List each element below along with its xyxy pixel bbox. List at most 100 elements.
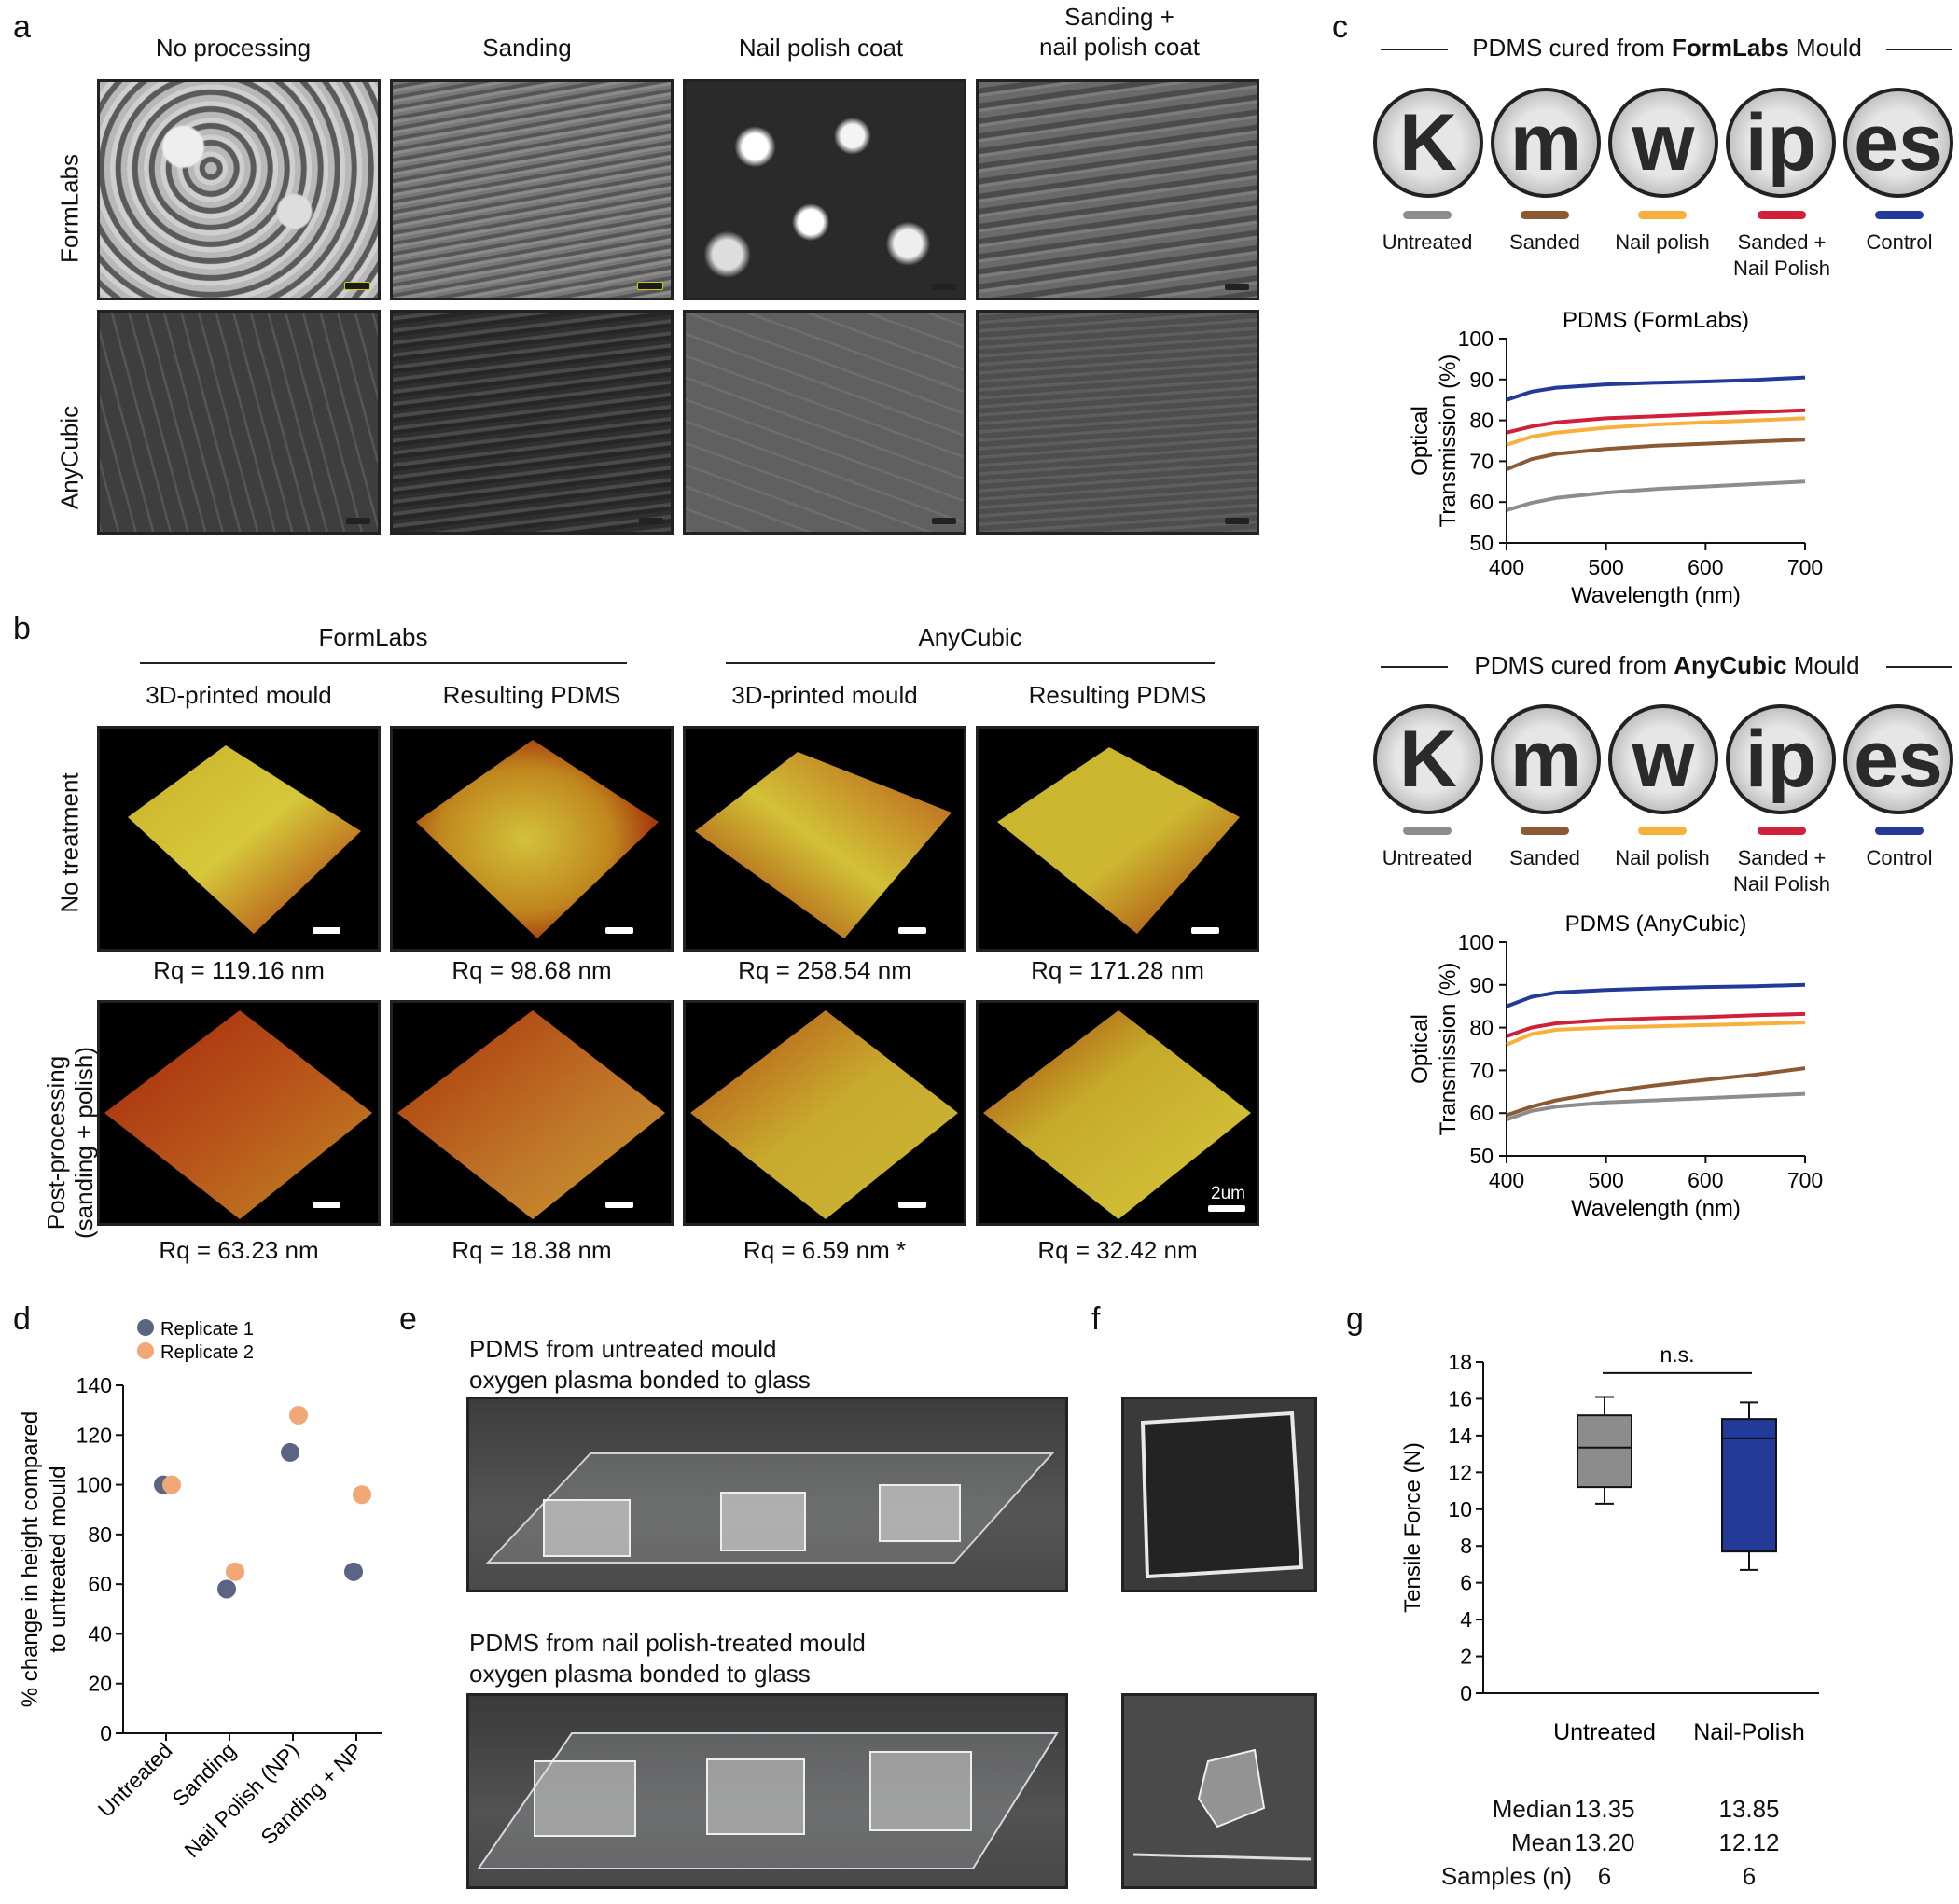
- micrograph-anycubic-sanding-nail-polish: [976, 310, 1259, 535]
- micrograph-anycubic-nail-polish: [683, 310, 966, 535]
- x-tick-label: 500: [1588, 555, 1623, 579]
- c-title1-pre: PDMS cured from: [1472, 34, 1673, 62]
- y-tick-label: 8: [1460, 1534, 1472, 1558]
- g-box-chart: 0 2 4 6 8 10 12 14 16 18 Tensile Force (N) Untreate…: [1400, 1342, 1819, 1745]
- afm-formlabs-mould-no-treatment: [97, 726, 381, 952]
- scatter-point: [226, 1562, 244, 1581]
- panel-letter-f: f: [1091, 1301, 1101, 1337]
- b-group-anycubic: AnyCubic: [918, 623, 1022, 651]
- rq-anycubic-pdms-no-treatment: Rq = 171.28 nm: [1031, 956, 1204, 984]
- c-title1-post: Mould: [1788, 34, 1862, 62]
- rq-formlabs-pdms-no-treatment: Rq = 98.68 nm: [452, 956, 612, 984]
- afm-anycubic-mould-no-treatment: [683, 726, 966, 952]
- x-tick-label: Nail-Polish: [1693, 1719, 1804, 1745]
- legend-label: Replicate 2: [160, 1342, 254, 1363]
- y-tick-label: 40: [88, 1621, 112, 1646]
- scatter-point: [344, 1562, 363, 1581]
- y-tick-label: 140: [76, 1373, 112, 1397]
- panel-letter-e: e: [399, 1301, 417, 1337]
- panel-letter-a: a: [13, 9, 31, 45]
- scatter-point: [162, 1475, 181, 1494]
- legend-swatch-4: [1875, 211, 1924, 219]
- y-axis-label-group: Optical Transmission (%): [1408, 963, 1461, 1136]
- scatter-point: [281, 1442, 299, 1462]
- photo-nail-polish-bonded: [466, 1693, 1068, 1889]
- legend-label-1: Sanded: [1509, 846, 1580, 869]
- y-axis-label-group: % change in height compared to untreated …: [18, 1411, 71, 1708]
- b-sub-header-0: 3D-printed mould: [146, 681, 332, 709]
- kimwipes-disc-3: ip: [1726, 704, 1836, 814]
- g-stat-label-samples: Samples (n): [1440, 1862, 1572, 1890]
- b-sub-header-1: Resulting PDMS: [442, 681, 621, 709]
- rq-anycubic-mould-no-treatment: Rq = 258.54 nm: [738, 956, 911, 984]
- y-tick-label: 90: [1469, 973, 1494, 997]
- x-tick-label: 700: [1787, 1168, 1823, 1192]
- e-caption-nail-polish: PDMS from nail polish-treated mould oxyg…: [469, 1629, 866, 1688]
- afm-anycubic-pdms-post-processing: 2um: [976, 1000, 1259, 1226]
- c-chart-formlabs: PDMS (FormLabs) 50 60 70 80 90 100 400 500 600 700…: [1408, 308, 1823, 608]
- legend-label-4: Control: [1866, 230, 1933, 254]
- micrograph-anycubic-sanding: [390, 310, 674, 535]
- legend-marker: [137, 1342, 154, 1359]
- series-line: [1506, 408, 1806, 435]
- y-tick-label: 50: [1469, 1144, 1494, 1168]
- legend-swatch-0: [1403, 827, 1452, 835]
- legend-label-4: Control: [1866, 846, 1933, 869]
- c-title-anycubic: PDMS cured from AnyCubic Mould: [1448, 651, 1886, 680]
- g-stat-label-median: Median: [1492, 1795, 1572, 1823]
- kimwipes-letter-3: ip: [1744, 97, 1817, 188]
- y-axis-label: Tensile Force (N): [1400, 1442, 1425, 1613]
- y-tick-label: 60: [1469, 490, 1494, 514]
- micrograph-formlabs-sanding-nail-polish: [976, 79, 1259, 300]
- a-col-header-3: Sanding + nail polish coat: [1039, 3, 1200, 61]
- g-stat-untreated-n: 6: [1597, 1862, 1612, 1890]
- kimwipes-letter-2: w: [1632, 714, 1695, 804]
- rq-formlabs-mould-post-processing: Rq = 63.23 nm: [159, 1236, 319, 1264]
- c-chart-anycubic: PDMS (AnyCubic) 50 60 70 80 90 100 400 500 600 700…: [1408, 911, 1823, 1221]
- kimwipes-letter-4: es: [1854, 97, 1943, 188]
- kimwipes-letter-2: w: [1632, 97, 1695, 188]
- series-line: [1506, 1021, 1806, 1047]
- x-tick-label: Nail Polish (NP): [179, 1738, 303, 1862]
- y-tick-label: 2: [1460, 1645, 1472, 1669]
- c-title2-line-left: [1381, 666, 1448, 668]
- legend-label-2: Nail polish: [1615, 846, 1710, 869]
- x-tick-label: Untreated: [1553, 1719, 1656, 1745]
- x-axis-label: Wavelength (nm): [1571, 583, 1741, 608]
- y-axis-label: Optical Transmission (%): [1408, 963, 1461, 1136]
- a-col-header-1: Sanding: [482, 34, 572, 62]
- y-axis-label-group: Tensile Force (N): [1400, 1442, 1425, 1613]
- y-tick-label: 100: [1458, 327, 1494, 351]
- y-tick-label: 14: [1448, 1424, 1472, 1448]
- scatter-point: [353, 1485, 371, 1505]
- kimwipes-letter-0: K: [1398, 714, 1458, 804]
- afm-anycubic-mould-post-processing: [683, 1000, 966, 1226]
- y-tick-label: 100: [1458, 930, 1494, 954]
- y-tick-label: 16: [1448, 1386, 1472, 1411]
- scatter-point: [289, 1405, 308, 1425]
- y-tick-label: 90: [1469, 368, 1494, 392]
- legend-marker: [137, 1319, 154, 1336]
- y-tick-label: 80: [88, 1522, 112, 1547]
- b-scale-label: 2um: [1211, 1184, 1245, 1203]
- y-tick-label: 70: [1469, 449, 1494, 473]
- c-title2-post: Mould: [1786, 651, 1860, 679]
- g-stat-nail-polish-n: 6: [1742, 1862, 1757, 1890]
- c-title-formlabs: PDMS cured from FormLabs Mould: [1448, 34, 1886, 63]
- y-tick-label: 70: [1469, 1058, 1494, 1082]
- series-line: [1506, 438, 1806, 472]
- afm-anycubic-pdms-no-treatment: [976, 726, 1259, 952]
- y-tick-label: 4: [1460, 1607, 1472, 1632]
- series-line: [1506, 375, 1806, 402]
- series-line: [1506, 416, 1806, 447]
- kimwipes-disc-0: K: [1373, 88, 1483, 198]
- legend-swatch-0: [1403, 211, 1452, 219]
- x-tick-label: Untreated: [93, 1738, 177, 1822]
- c-title2-line-right: [1886, 666, 1952, 668]
- series-line: [1506, 1091, 1806, 1121]
- g-stat-untreated-median: 13.35: [1574, 1795, 1635, 1823]
- rq-formlabs-mould-no-treatment: Rq = 119.16 nm: [153, 956, 325, 984]
- y-tick-label: 20: [88, 1672, 112, 1696]
- legend-swatch-1: [1521, 211, 1569, 219]
- photo-untreated-closeup: [1121, 1397, 1317, 1592]
